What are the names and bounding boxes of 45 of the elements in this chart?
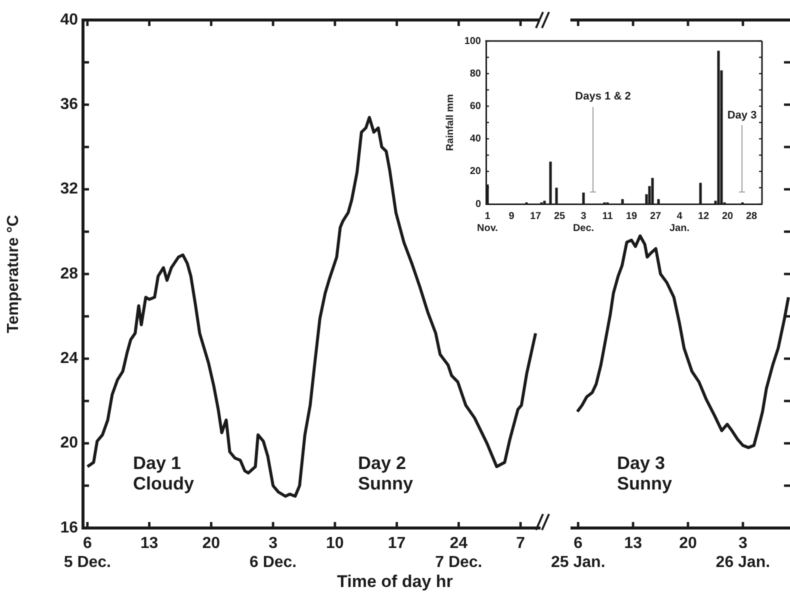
text: 24 7 Dec. <box>435 535 482 572</box>
x-tick-label: 12 <box>698 210 710 222</box>
x-tick-label: 20 <box>722 210 734 222</box>
y-tick-label: 40 <box>60 11 78 28</box>
x-tick-label: 13 <box>624 535 642 552</box>
annotation: Day 2 Sunny <box>358 452 414 494</box>
x-tick-label: 27 <box>650 210 662 222</box>
y-tick-label: 28 <box>60 265 78 282</box>
annotation: Day 1 Cloudy <box>133 452 194 494</box>
x-tick-label: 10 <box>326 535 344 552</box>
x-tick-label: 11 <box>602 210 614 222</box>
y-axis-title: Temperature °C <box>5 214 22 334</box>
x-tick-label: 17 <box>388 535 406 552</box>
y-tick-label: 0 <box>475 198 482 210</box>
y-axis-title: Rainfall mm <box>444 94 456 151</box>
y-tick-label: 20 <box>60 434 78 452</box>
x-tick-label: 6 25 Jan. <box>550 535 606 572</box>
y-tick-label: 20 <box>470 166 482 178</box>
y-tick-label: 100 <box>464 36 482 47</box>
y-tick-label: 80 <box>470 68 482 80</box>
x-tick-label: 4 Jan. <box>669 210 690 234</box>
x-tick-label: 6 5 Dec. <box>64 535 111 572</box>
x-tick-label: 13 <box>140 535 158 552</box>
x-tick-label: 28 <box>746 210 758 222</box>
x-tick-label: 9 <box>508 210 515 222</box>
y-tick-label: 36 <box>60 96 78 114</box>
annotation: Days 1 & 2 <box>575 90 631 103</box>
x-tick-label: 17 <box>530 210 542 222</box>
x-tick-label: 19 <box>626 210 638 222</box>
x-tick-label: 7 <box>516 535 526 552</box>
annotation: Day 3 <box>727 110 757 122</box>
x-tick-label: 20 <box>679 535 697 552</box>
x-tick-label: 25 <box>554 210 566 222</box>
annotation: Day 3 Sunny <box>617 452 672 494</box>
y-tick-label: 24 <box>60 350 78 368</box>
x-tick-label: 3 6 Dec. <box>249 535 297 572</box>
x-tick-label: 3 26 Jan. <box>716 535 770 572</box>
x-tick-label: 20 <box>202 535 220 552</box>
y-tick-label: 40 <box>470 134 482 145</box>
y-tick-label: 60 <box>470 100 482 112</box>
y-tick-label: 32 <box>60 180 78 198</box>
x-tick-label: 1 Nov. <box>477 210 498 234</box>
x-tick-label: 3 Dec. <box>572 210 594 234</box>
y-tick-label: 16 <box>60 519 78 536</box>
x-axis-title: Time of day hr <box>336 572 454 592</box>
